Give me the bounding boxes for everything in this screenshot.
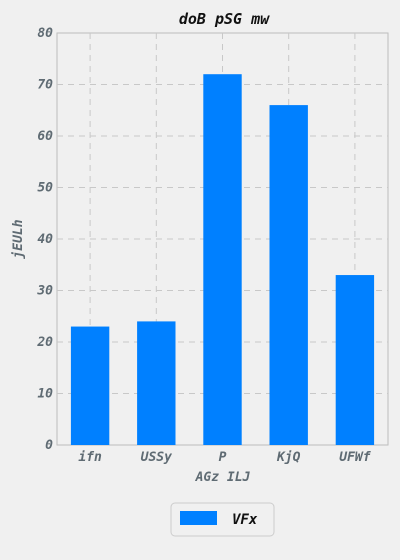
x-axis-ticks: ifn USSy P KjQ UFWf <box>78 450 371 465</box>
bar-P <box>203 74 242 445</box>
y-axis-ticks: 0 10 20 30 40 50 60 70 80 <box>36 26 53 453</box>
bar-UFWf <box>335 275 375 445</box>
chart-title: doB pSG mw <box>179 10 270 28</box>
legend: VFx <box>170 502 275 537</box>
bar-USSy <box>137 321 176 445</box>
bar-KjQ <box>269 105 308 445</box>
y-tick-label: 60 <box>37 129 53 144</box>
x-tick-label: ifn <box>78 450 102 465</box>
legend-label: VFx <box>232 512 258 528</box>
y-tick-label: 50 <box>37 181 53 196</box>
y-tick-label: 10 <box>37 387 53 402</box>
x-tick-label: P <box>219 450 227 465</box>
y-tick-label: 30 <box>36 284 53 299</box>
y-tick-label: 20 <box>36 335 53 350</box>
y-tick-label: 80 <box>37 26 53 41</box>
legend-swatch <box>180 511 217 525</box>
y-axis-label: jEULh <box>11 219 26 259</box>
bar-series <box>70 74 375 445</box>
x-tick-label: UFWf <box>339 450 371 465</box>
bar-ifn <box>70 326 110 445</box>
y-tick-label: 0 <box>45 438 53 453</box>
x-tick-label: USSy <box>141 450 172 465</box>
y-tick-label: 40 <box>37 232 53 247</box>
x-tick-label: KjQ <box>276 450 301 465</box>
y-tick-label: 70 <box>37 78 53 93</box>
x-axis-label: AGz ILJ <box>195 470 251 485</box>
